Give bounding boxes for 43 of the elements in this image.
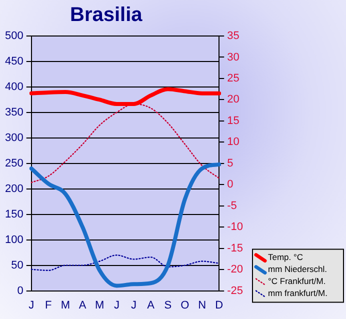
y2-tick-label: 25 bbox=[227, 72, 240, 84]
y2-tick-label: -25 bbox=[227, 284, 244, 297]
legend-label: mm Niederschl. bbox=[268, 264, 328, 274]
y2-tick-label: 0 bbox=[227, 178, 234, 191]
y2-tick-label: 30 bbox=[227, 51, 240, 64]
y2-tick-label: -10 bbox=[227, 221, 244, 234]
y2-tick-label: -20 bbox=[227, 264, 244, 276]
legend-label: Temp. °C bbox=[268, 252, 304, 262]
x-tick-label: M bbox=[60, 299, 70, 312]
y-tick-label: 450 bbox=[4, 56, 24, 68]
x-tick-label: J bbox=[131, 299, 137, 312]
x-tick-label: D bbox=[215, 299, 224, 312]
y2-tick-label: -5 bbox=[227, 200, 237, 212]
x-tick-label: J bbox=[114, 299, 120, 312]
line-series bbox=[29, 87, 222, 106]
x-tick-label: J bbox=[28, 299, 34, 312]
legend-label: °C Frankfurt/M. bbox=[268, 276, 326, 286]
x-tick-label: F bbox=[45, 299, 52, 312]
y2-tick-label: 15 bbox=[227, 114, 240, 127]
line-series bbox=[29, 162, 222, 288]
x-tick-label: O bbox=[180, 299, 190, 312]
chart-title: Brasilia bbox=[70, 4, 142, 27]
y-tick-label: 500 bbox=[4, 30, 24, 42]
x-tick-label: A bbox=[147, 299, 156, 312]
x-tick-label: N bbox=[198, 299, 206, 312]
x-tick-label: S bbox=[164, 299, 172, 312]
y-tick-label: 200 bbox=[4, 182, 24, 195]
y2-tick-label: 20 bbox=[227, 94, 240, 106]
y-tick-label: 100 bbox=[4, 234, 24, 246]
y-tick-label: 150 bbox=[4, 208, 24, 220]
y2-tick-label: 10 bbox=[227, 136, 240, 148]
legend-label: mm frankfurt/M. bbox=[268, 288, 328, 298]
x-tick-label: A bbox=[78, 299, 87, 312]
y-tick-label: 350 bbox=[4, 106, 24, 118]
y-tick-label: 250 bbox=[4, 157, 24, 170]
y-tick-label: 50 bbox=[11, 259, 24, 272]
y-tick-label: 0 bbox=[17, 284, 24, 297]
y2-tick-label: 35 bbox=[227, 30, 240, 42]
y2-tick-label: -15 bbox=[227, 242, 244, 254]
y-tick-label: 300 bbox=[4, 132, 24, 144]
y-tick-label: 400 bbox=[4, 80, 24, 93]
x-tick-label: M bbox=[95, 299, 104, 312]
y2-tick-label: 5 bbox=[227, 157, 234, 170]
